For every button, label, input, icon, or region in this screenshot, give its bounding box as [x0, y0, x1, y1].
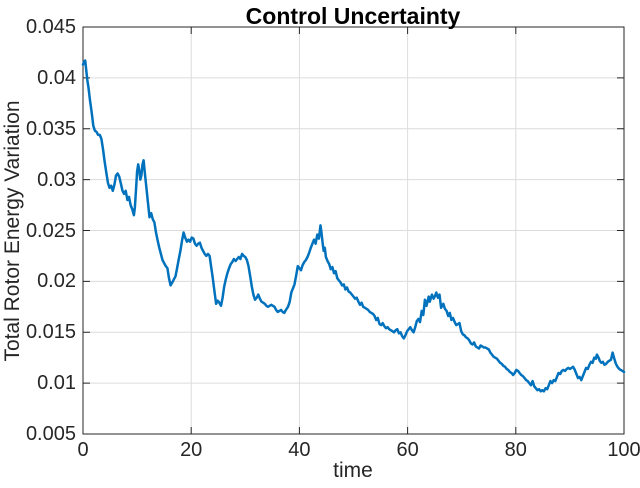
- y-tick-label: 0.02: [37, 270, 76, 293]
- y-tick-label: 0.045: [25, 16, 76, 38]
- y-tick-label: 0.04: [37, 66, 76, 89]
- axis-ticks: [82, 26, 625, 435]
- grid-lines: [82, 26, 625, 435]
- y-tick-label: 0.025: [25, 219, 76, 242]
- x-axis-label: time: [333, 459, 373, 482]
- y-tick-label: 0.03: [37, 168, 76, 191]
- x-tick-label: 80: [504, 439, 527, 461]
- y-tick-label: 0.035: [25, 117, 76, 140]
- x-tick-label: 20: [180, 439, 203, 461]
- x-tick-label: 40: [288, 439, 311, 461]
- y-tick-label: 0.015: [25, 321, 76, 344]
- chart-title: Control Uncertainty: [245, 3, 461, 29]
- series-line: [81, 59, 626, 393]
- y-tick-label: 0.01: [37, 372, 76, 395]
- x-tick-label: 100: [607, 439, 640, 461]
- x-tick-label: 60: [396, 439, 419, 461]
- x-tick-label: 0: [77, 439, 89, 461]
- y-tick-label: 0.005: [25, 423, 76, 445]
